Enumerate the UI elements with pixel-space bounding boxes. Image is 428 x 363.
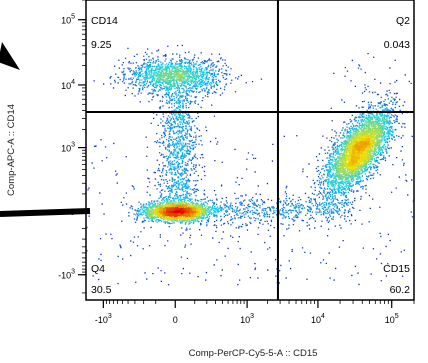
event-dot-group	[345, 153, 349, 157]
quadrant-label-bottom-right: CD15	[383, 263, 410, 275]
event-dot-group	[138, 78, 393, 212]
y-tick-label: -103	[58, 269, 75, 281]
event-dot-group	[367, 126, 380, 149]
quadrant-label-top-left: CD14	[91, 15, 118, 27]
event-dot-group	[369, 147, 373, 152]
event-dot-group	[198, 207, 203, 212]
event-dot-group	[354, 144, 359, 149]
y-tick-label: 103	[61, 142, 75, 154]
event-dot-group	[201, 213, 205, 217]
event-dot-group	[369, 135, 374, 139]
event-dot-group	[351, 147, 365, 164]
event-dot-group	[348, 162, 352, 167]
event-dot-group	[363, 141, 368, 146]
quadrant-label-bottom-left: Q4	[91, 263, 105, 275]
y-axis: -103 0 103 104 105	[58, 0, 86, 294]
event-dot-group	[174, 207, 179, 212]
event-dot-group	[363, 153, 367, 158]
event-dot-group	[180, 210, 185, 215]
event-dot-group	[345, 159, 365, 169]
event-dot-group	[168, 213, 173, 217]
event-dot-group	[177, 216, 182, 221]
quadrant-value-top-right: 0.043	[384, 39, 410, 51]
y-tick-label: 0	[70, 207, 75, 217]
event-dot-group	[132, 60, 391, 217]
event-dot-group	[363, 132, 368, 136]
x-tick-label: -103	[95, 313, 112, 325]
quadrant-value-bottom-right: 60.2	[390, 284, 411, 296]
event-dot-group	[165, 207, 191, 218]
event-dot-group	[148, 75, 338, 185]
annotation-arrowhead	[0, 42, 20, 70]
event-dot-group	[162, 204, 184, 218]
event-dot-group	[345, 156, 350, 161]
event-dot-group	[351, 138, 362, 170]
x-axis: -103 0 103 104 105	[95, 300, 415, 325]
event-dot-group	[165, 207, 185, 217]
event-dot-group	[357, 141, 364, 149]
event-dot-group	[354, 159, 358, 164]
event-dot-group	[354, 138, 365, 158]
event-dot-group	[360, 135, 373, 157]
quadrant-label-top-right: Q2	[396, 15, 410, 27]
quadrant-value-top-left: 9.25	[91, 39, 112, 51]
y-tick-label: 104	[61, 79, 75, 91]
event-dot-group	[348, 150, 368, 170]
event-dot-group	[348, 147, 368, 161]
event-dot-group	[360, 144, 365, 149]
x-tick-label: 105	[385, 313, 399, 325]
event-dot-group	[366, 132, 370, 136]
x-tick-label: 104	[311, 313, 325, 325]
x-tick-label: 0	[173, 315, 178, 325]
y-tick-label: 105	[61, 14, 75, 26]
quadrant-value-bottom-left: 30.5	[91, 284, 112, 296]
event-dots	[86, 44, 414, 286]
event-dot-group	[366, 141, 371, 146]
event-dot-group	[159, 210, 164, 215]
event-dot-group	[192, 207, 197, 212]
event-dot-group	[159, 63, 391, 208]
event-dot-group	[351, 144, 361, 161]
event-dot-group	[351, 147, 368, 167]
event-dot-group	[186, 213, 191, 218]
event-dot-group	[351, 150, 355, 155]
x-axis-title: Comp-PerCP-Cy5-5-A :: CD15	[189, 348, 318, 359]
annotation-arrow-line	[0, 208, 91, 217]
event-dot-group	[372, 138, 376, 143]
event-dot-group	[174, 213, 179, 218]
event-dot-group	[147, 213, 151, 218]
event-dot-group	[342, 141, 353, 164]
y-axis-title: Comp-APC-A :: CD14	[6, 104, 17, 196]
event-dot-group	[342, 139, 358, 173]
event-dot-group	[171, 207, 200, 221]
event-dot-group	[345, 150, 349, 154]
event-dot-group	[189, 210, 194, 215]
x-tick-label: 103	[240, 313, 254, 325]
event-dot-group	[156, 213, 160, 218]
event-dot-group	[201, 159, 343, 212]
event-dot-group	[357, 135, 362, 140]
